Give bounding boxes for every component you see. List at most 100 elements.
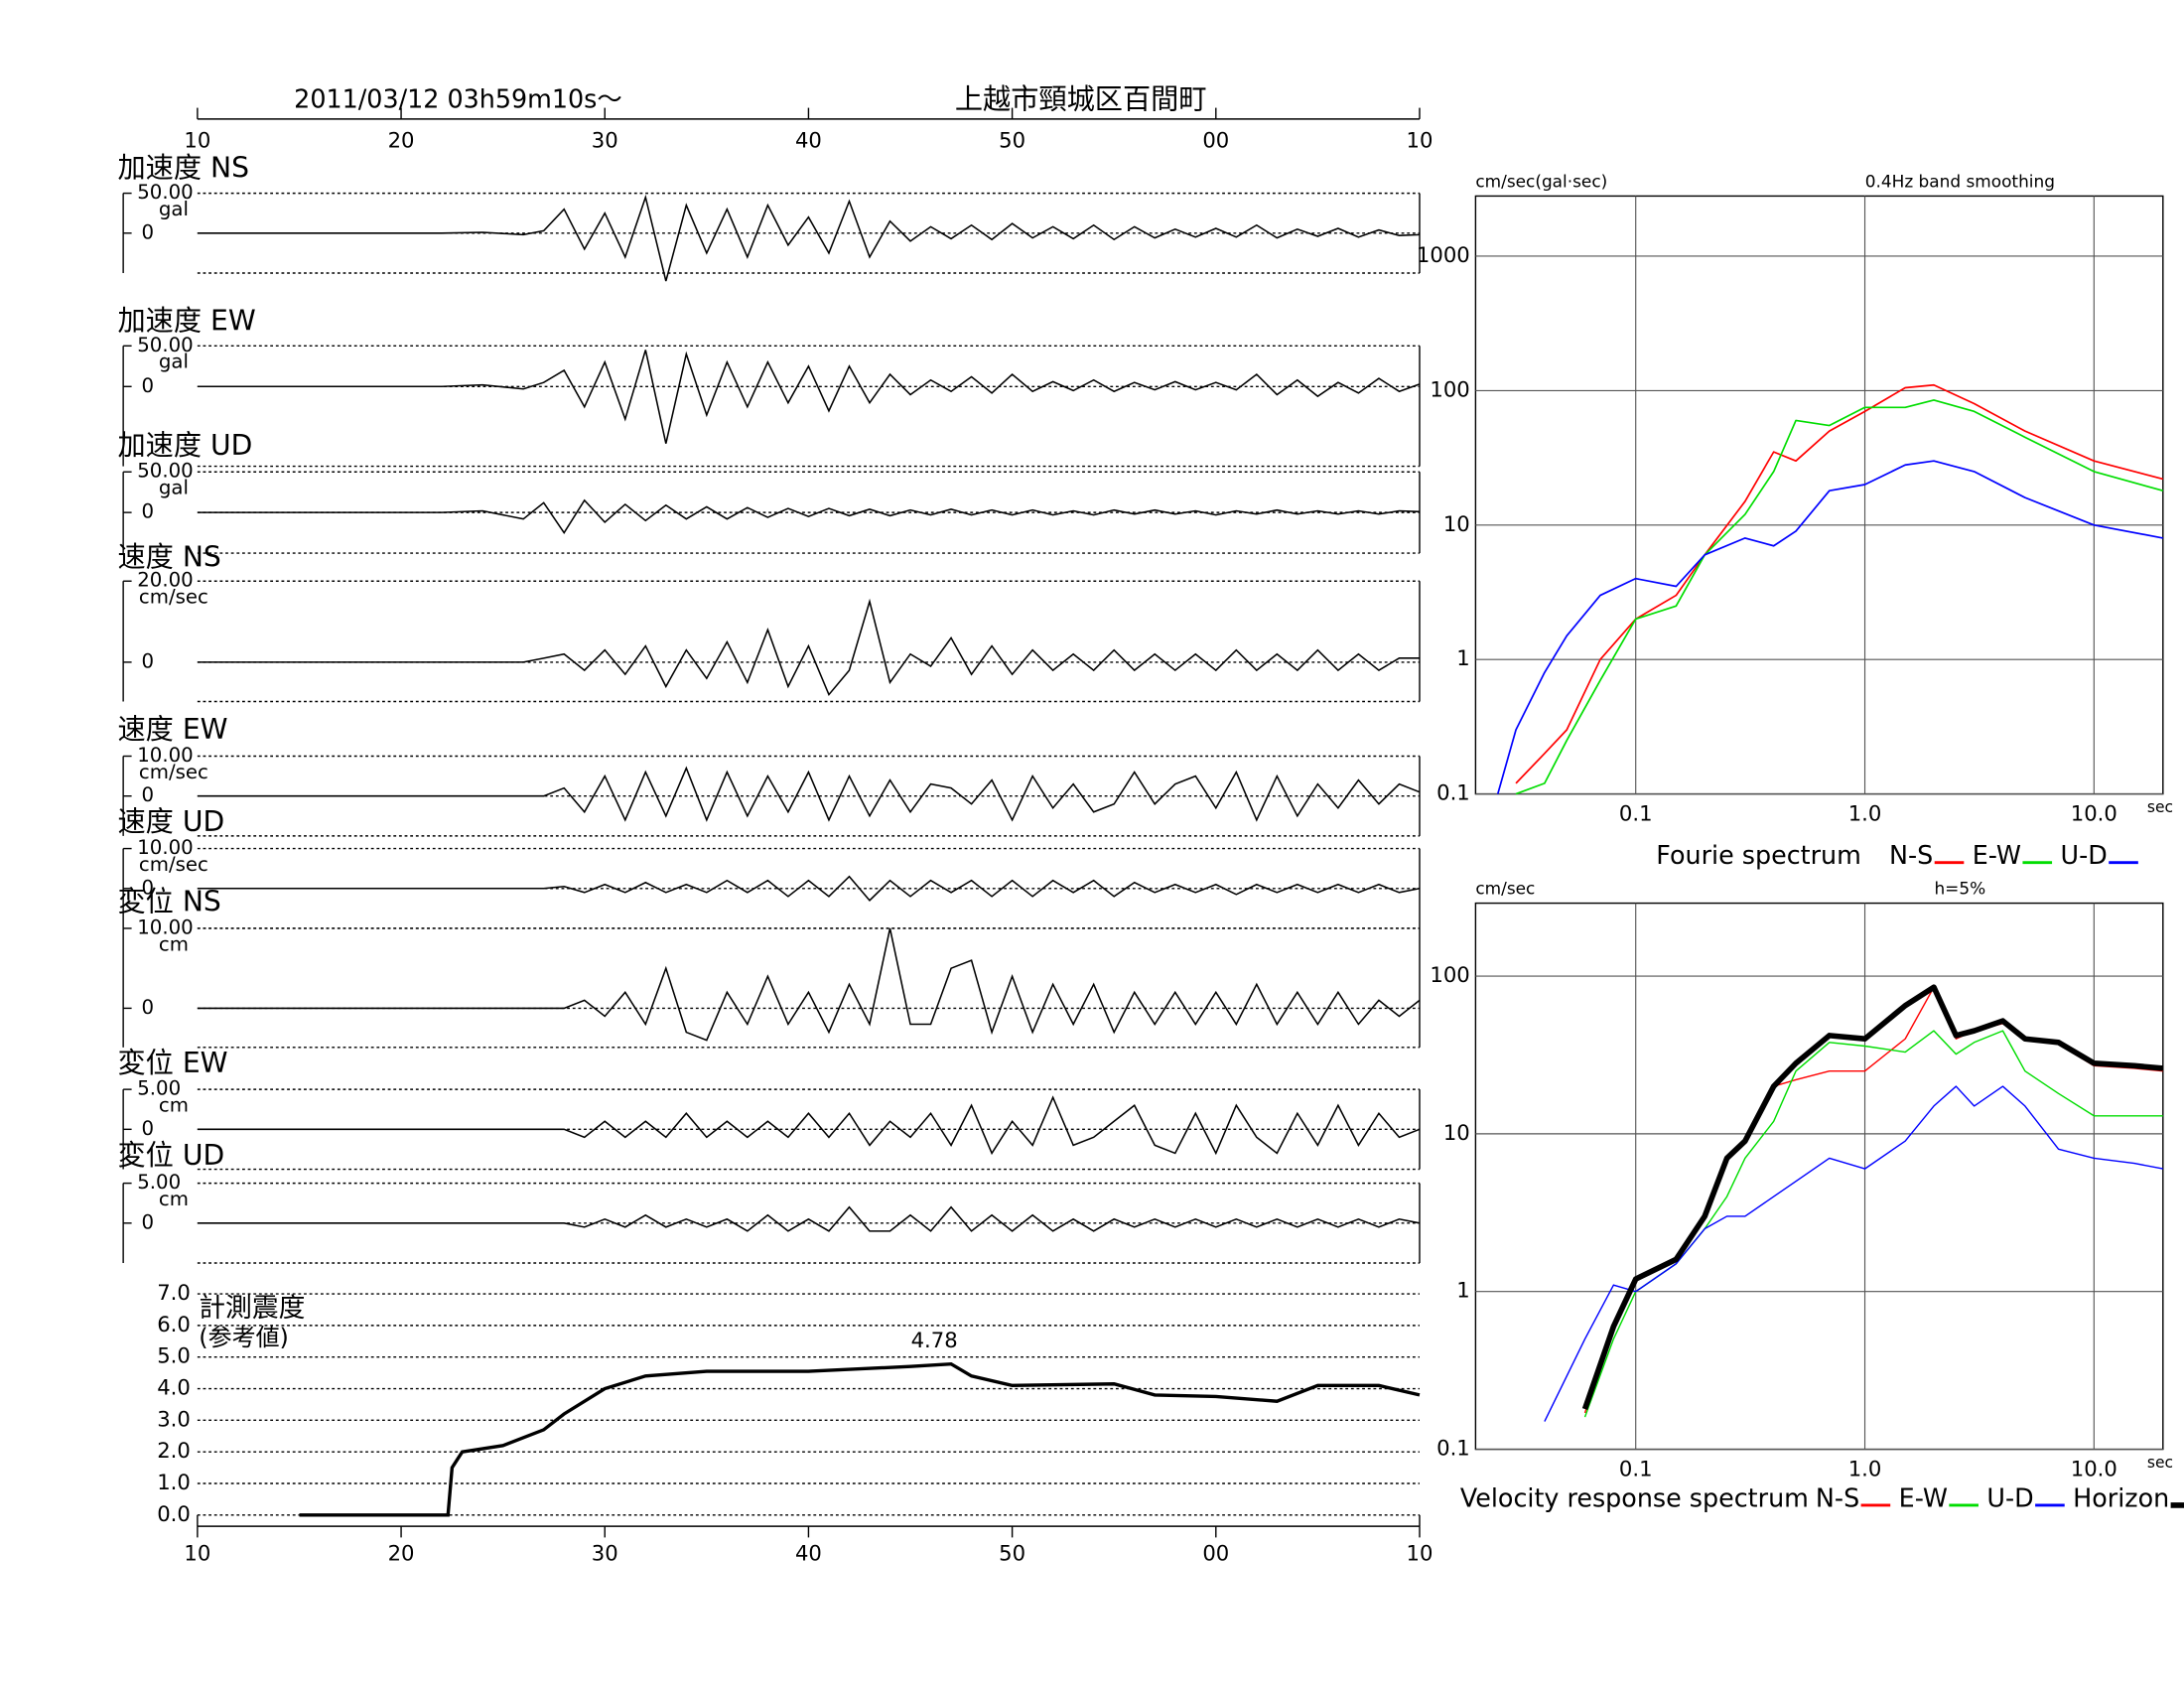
plot-frame bbox=[1474, 902, 2164, 1451]
x-tick-label: 10.0 bbox=[2071, 1457, 2117, 1481]
y-tick-label: 10.00 bbox=[137, 915, 194, 938]
y-tick-label: 5.00 bbox=[137, 1171, 181, 1194]
y-tick-label: 4.0 bbox=[157, 1375, 191, 1400]
y-tick-label: 100 bbox=[1430, 962, 1469, 987]
y-tick-label: 0 bbox=[141, 876, 154, 899]
y-axis-label: cm/sec bbox=[1475, 878, 1535, 898]
x-tick-label: 10 bbox=[1407, 127, 1433, 152]
waveform bbox=[197, 766, 1421, 822]
y-tick-label: 50.00 bbox=[137, 460, 194, 483]
y-tick-label: 6.0 bbox=[157, 1312, 191, 1336]
waveform bbox=[197, 1205, 1421, 1232]
x-tick-label: 20 bbox=[388, 1540, 415, 1565]
waveform bbox=[197, 927, 1421, 1042]
y-tick-label: 1000 bbox=[1417, 242, 1470, 267]
unit-label: cm/sec bbox=[139, 586, 208, 609]
y-tick-label: 0.1 bbox=[1436, 1436, 1470, 1461]
y-tick-label: 10.00 bbox=[137, 836, 194, 859]
panel-label: 加速度 EW bbox=[117, 304, 255, 337]
legend-label: N-S bbox=[1816, 1482, 1859, 1512]
x-tick-label: 50 bbox=[999, 127, 1025, 152]
panel-label: 加速度 NS bbox=[117, 152, 249, 185]
y-tick-label: 1 bbox=[1456, 1278, 1469, 1303]
y-tick-label: 20.00 bbox=[137, 569, 194, 592]
waveform bbox=[197, 498, 1421, 535]
legend-label: E-W bbox=[1899, 1482, 1948, 1512]
intensity-line bbox=[299, 1361, 1421, 1517]
panel-label: 変位 EW bbox=[117, 1047, 227, 1079]
panel-label: 加速度 UD bbox=[117, 429, 252, 462]
x-tick-label: 0.1 bbox=[1619, 1457, 1653, 1481]
y-axis-label: cm/sec(gal·sec) bbox=[1475, 171, 1607, 191]
y-tick-label: 10 bbox=[1443, 1120, 1470, 1145]
y-tick-label: 5.0 bbox=[157, 1343, 191, 1368]
y-tick-label: 2.0 bbox=[157, 1438, 191, 1463]
unit-label: cm/sec bbox=[139, 761, 208, 783]
spectrum-line bbox=[1515, 399, 2164, 795]
y-tick-label: 0 bbox=[141, 1210, 154, 1233]
y-tick-label: 0 bbox=[141, 649, 154, 672]
y-tick-label: 7.0 bbox=[157, 1280, 191, 1305]
peak-label: 4.78 bbox=[911, 1328, 958, 1352]
waveform bbox=[197, 1095, 1421, 1156]
unit-label: cm bbox=[159, 932, 189, 955]
x-tick-label: 1.0 bbox=[1848, 1457, 1882, 1481]
x-tick-label: 10.0 bbox=[2071, 801, 2117, 826]
waveform bbox=[197, 194, 1421, 282]
x-axis-label: sec bbox=[2147, 1454, 2173, 1472]
x-tick-label: 20 bbox=[388, 127, 415, 152]
unit-label: gal bbox=[159, 198, 189, 220]
panel-label: 速度 UD bbox=[117, 805, 224, 838]
legend-label: Horizon bbox=[2073, 1482, 2169, 1512]
x-tick-label: 30 bbox=[592, 1540, 618, 1565]
location: 上越市頸城区百間町 bbox=[955, 83, 1207, 116]
x-tick-label: 50 bbox=[999, 1540, 1025, 1565]
panel-label: 変位 UD bbox=[117, 1139, 224, 1172]
legend-label: E-W bbox=[1973, 840, 2021, 870]
legend-label: N-S bbox=[1889, 840, 1933, 870]
y-tick-label: 0 bbox=[141, 996, 154, 1019]
y-tick-label: 0 bbox=[141, 1117, 154, 1140]
y-tick-label: 5.00 bbox=[137, 1077, 181, 1100]
x-tick-label: 0.1 bbox=[1619, 801, 1653, 826]
waveform bbox=[197, 350, 1421, 444]
chart-subtitle: 0.4Hz band smoothing bbox=[1865, 171, 2055, 191]
y-tick-label: 1 bbox=[1456, 645, 1469, 670]
y-tick-label: 0 bbox=[141, 374, 154, 397]
x-tick-label: 1.0 bbox=[1848, 801, 1882, 826]
panel-label: 変位 NS bbox=[117, 886, 220, 918]
x-axis-label: sec bbox=[2147, 798, 2173, 816]
chart-title: 2011/03/12 03h59m10s〜 bbox=[294, 84, 622, 114]
legend-label: U-D bbox=[2061, 840, 2108, 870]
waveform bbox=[197, 598, 1420, 697]
y-tick-label: 10.00 bbox=[137, 744, 194, 767]
unit-label: cm bbox=[159, 1094, 189, 1117]
y-tick-label: 3.0 bbox=[157, 1406, 191, 1431]
spectrum-line bbox=[1515, 383, 2164, 784]
legend-title: Velocity response spectrum bbox=[1460, 1482, 1809, 1512]
spectrum-line bbox=[1544, 1085, 2163, 1422]
y-tick-label: 0.0 bbox=[157, 1501, 191, 1526]
unit-label: gal bbox=[159, 477, 189, 499]
x-tick-label: 00 bbox=[1202, 127, 1229, 152]
legend-label: U-D bbox=[1986, 1482, 2033, 1512]
waveform bbox=[197, 875, 1421, 902]
y-tick-label: 0 bbox=[141, 500, 154, 523]
x-tick-label: 40 bbox=[795, 1540, 822, 1565]
unit-label: gal bbox=[159, 351, 189, 373]
y-tick-label: 50.00 bbox=[137, 334, 194, 356]
x-tick-label: 40 bbox=[795, 127, 822, 152]
spectrum-line bbox=[1496, 460, 2163, 794]
x-tick-label: 00 bbox=[1202, 1540, 1229, 1565]
unit-label: cm bbox=[159, 1188, 189, 1210]
y-tick-label: 0.1 bbox=[1436, 780, 1470, 805]
x-tick-label: 30 bbox=[592, 127, 618, 152]
panel-label: 速度 EW bbox=[117, 713, 227, 746]
y-tick-label: 10 bbox=[1443, 511, 1470, 536]
x-tick-label: 10 bbox=[184, 1540, 210, 1565]
spectrum-line bbox=[1581, 984, 2164, 1410]
y-tick-label: 0 bbox=[141, 220, 154, 243]
spectrum-line bbox=[1583, 1030, 2163, 1418]
